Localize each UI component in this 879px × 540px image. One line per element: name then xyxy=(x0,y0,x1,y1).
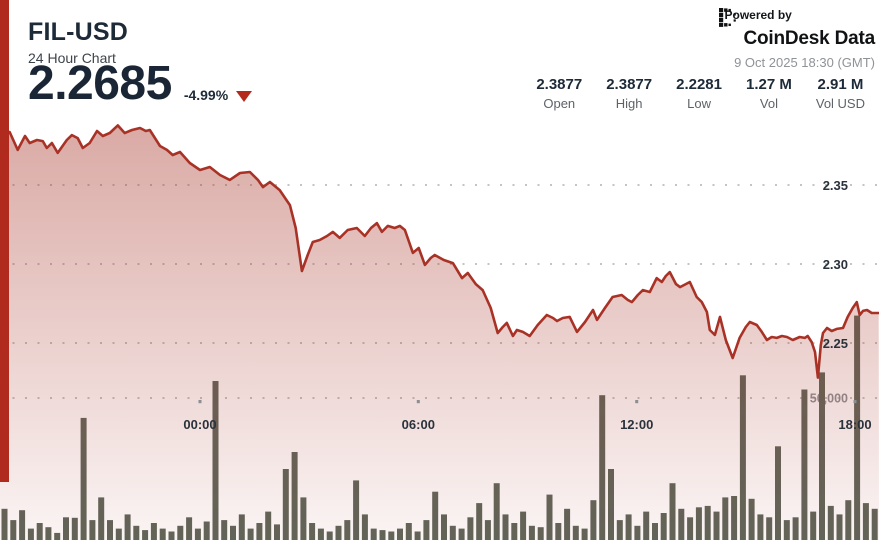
x-axis-label: 18:00 xyxy=(838,417,871,432)
stat-high-label: High xyxy=(615,96,643,111)
price-down-triangle-icon xyxy=(236,91,253,102)
stat-low-label: Low xyxy=(687,96,711,111)
current-price: 2.2685 xyxy=(28,57,172,110)
powered-by-block: Powered by xyxy=(718,8,876,70)
y-axis-label: 2.35 xyxy=(823,178,848,193)
price-area-fill xyxy=(0,125,879,540)
stat-high: 2.3877 High xyxy=(606,76,652,111)
header-block: FIL-USD 24 Hour Chart xyxy=(28,18,128,66)
stat-vol: 1.27 M Vol xyxy=(746,76,792,111)
coindesk-logo-icon xyxy=(718,8,738,49)
x-axis-tick-dot xyxy=(198,400,202,404)
x-axis-label: 12:00 xyxy=(620,417,653,432)
y-axis-label: 2.25 xyxy=(823,336,848,351)
y-axis-label: 2.30 xyxy=(823,257,848,272)
price-change-percent: -4.99% xyxy=(183,87,229,103)
price-line xyxy=(0,124,879,379)
x-axis-label: 00:00 xyxy=(183,417,216,432)
stat-open: 2.3877 Open xyxy=(536,76,582,111)
stat-vol-usd-value: 2.91 M xyxy=(817,76,864,93)
x-axis-tick-dot xyxy=(853,400,857,404)
stat-vol-label: Vol xyxy=(759,96,778,111)
stat-vol-value: 1.27 M xyxy=(746,76,792,93)
symbol-title: FIL-USD xyxy=(28,18,128,46)
current-price-row: 2.2685 -4.99% xyxy=(28,57,253,110)
chart-subtitle: 24 Hour Chart xyxy=(28,50,116,66)
stat-low: 2.2281 Low xyxy=(676,76,722,111)
x-axis-tick-dot xyxy=(635,400,639,404)
powered-by-label: Powered by xyxy=(724,8,792,22)
x-axis-tick-dot xyxy=(416,400,420,404)
left-accent-bar xyxy=(0,0,9,482)
stat-open-value: 2.3877 xyxy=(536,76,583,93)
stat-open-label: Open xyxy=(543,96,576,111)
coindesk-brand-name: CoinDesk Data xyxy=(743,28,876,49)
ohlc-stats-row: 2.3877 Open 2.3877 High 2.2281 Low 1.27 … xyxy=(536,76,865,111)
stat-vol-usd: 2.91 M Vol USD xyxy=(816,76,865,111)
stat-high-value: 2.3877 xyxy=(606,76,653,93)
x-axis-label: 06:00 xyxy=(402,417,435,432)
stat-vol-usd-label: Vol USD xyxy=(815,96,865,111)
coindesk-brand-row: CoinDesk Data xyxy=(718,8,876,50)
chart-timestamp: 9 Oct 2025 18:30 (GMT) xyxy=(734,55,875,70)
stat-low-value: 2.2281 xyxy=(676,76,722,93)
